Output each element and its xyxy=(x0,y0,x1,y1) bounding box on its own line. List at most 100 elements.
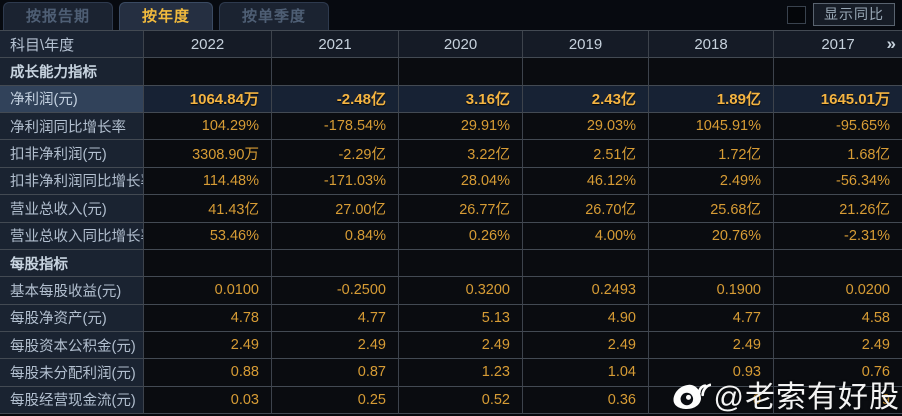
table-cell: 4.90 xyxy=(523,304,649,332)
table-cell: -2.48亿 xyxy=(272,85,399,114)
table-cell xyxy=(144,58,272,86)
year-header-2018: 2018 xyxy=(649,31,774,59)
show-yoy-checkbox[interactable] xyxy=(787,5,806,24)
tab-annual[interactable]: 按年度 xyxy=(119,2,214,30)
year-header-2017: 2017 » xyxy=(774,31,902,59)
row-label: 每股经营现金流(元) xyxy=(0,386,144,414)
row-label: 每股净资产(元) xyxy=(0,304,144,332)
table-cell xyxy=(399,249,523,278)
table-cell: 114.48% xyxy=(144,167,272,196)
tab-single-quarter[interactable]: 按单季度 xyxy=(219,2,330,30)
table-cell: 104.29% xyxy=(144,113,272,141)
table-cell: 28.04% xyxy=(399,167,523,196)
year-header-label: 2017 xyxy=(821,35,855,53)
table-cell: 2.49 xyxy=(272,331,399,360)
row-label: 基本每股收益(元) xyxy=(0,277,144,305)
table-cell: 5.13 xyxy=(399,304,523,332)
table-cell: 2.51亿 xyxy=(523,140,649,168)
show-yoy-label[interactable]: 显示同比 xyxy=(813,3,895,26)
section-row-label: 每股指标 xyxy=(0,249,144,278)
table-cell: 3308.90万 xyxy=(144,140,272,168)
table-cell: 26.77亿 xyxy=(399,195,523,223)
table-cell: 0.0100 xyxy=(144,277,272,305)
row-label: 营业总收入(元) xyxy=(0,195,144,223)
table-cell: -0.2500 xyxy=(272,277,399,305)
table-cell: 4.77 xyxy=(649,304,774,332)
table-cell xyxy=(774,58,902,86)
table-cell: 0.93 xyxy=(649,359,774,387)
row-label: 净利润同比增长率 xyxy=(0,113,144,141)
table-cell: 1645.01万 xyxy=(774,85,902,114)
year-header-2020: 2020 xyxy=(399,31,523,59)
table-cell: -2.31% xyxy=(774,222,902,250)
table-cell: 1.04 xyxy=(523,359,649,387)
row-label: 净利润(元) xyxy=(0,85,144,114)
table-cell: 2.49 xyxy=(649,331,774,360)
table-cell: 4.78 xyxy=(144,304,272,332)
year-header-2019: 2019 xyxy=(523,31,649,59)
table-cell xyxy=(399,58,523,86)
year-header-label: 2021 xyxy=(318,35,352,53)
table-cell: 0.0200 xyxy=(774,277,902,305)
table-cell: 1.89亿 xyxy=(649,85,774,114)
table-cell xyxy=(523,249,649,278)
table-cell: 1045.91% xyxy=(649,113,774,141)
table-cell: 4.77 xyxy=(272,304,399,332)
table-cell: 2.43亿 xyxy=(523,85,649,114)
table-cell: 0 xyxy=(649,386,774,414)
table-cell: 0.25 xyxy=(272,386,399,414)
table-cell: 1.72亿 xyxy=(649,140,774,168)
table-cell xyxy=(649,58,774,86)
tab-report-period[interactable]: 按报告期 xyxy=(3,2,114,30)
table-cell: 29.03% xyxy=(523,113,649,141)
table-cell: 0.1900 xyxy=(649,277,774,305)
year-header-2022: 2022 xyxy=(144,31,272,59)
year-header-label: 2019 xyxy=(568,35,603,53)
table-cell: 0.88 xyxy=(144,359,272,387)
year-header-2021: 2021 xyxy=(272,31,399,59)
row-label: 扣非净利润(元) xyxy=(0,140,144,168)
table-cell: 0.2493 xyxy=(523,277,649,305)
year-header-label: 2020 xyxy=(443,35,478,53)
table-cell: 0.3200 xyxy=(399,277,523,305)
table-cell: 21.26亿 xyxy=(774,195,902,223)
show-yoy-control: 显示同比 xyxy=(787,3,895,26)
table-cell: 2.49 xyxy=(523,331,649,360)
table-cell: 2.49% xyxy=(649,167,774,196)
table-cell: 9 xyxy=(774,386,902,414)
table-cell: 20.76% xyxy=(649,222,774,250)
more-years-icon[interactable]: » xyxy=(886,34,896,54)
table-cell xyxy=(523,58,649,86)
table-cell: 53.46% xyxy=(144,222,272,250)
table-cell xyxy=(272,249,399,278)
table-cell: -95.65% xyxy=(774,113,902,141)
table-cell xyxy=(774,249,902,278)
table-cell: 0.03 xyxy=(144,386,272,414)
row-label: 扣非净利润同比增长率 xyxy=(0,167,144,196)
year-header-label: 2022 xyxy=(190,35,225,53)
table-cell: 0.76 xyxy=(774,359,902,387)
table-cell xyxy=(144,249,272,278)
table-cell: 41.43亿 xyxy=(144,195,272,223)
table-cell: 1.68亿 xyxy=(774,140,902,168)
table-cell: 0.87 xyxy=(272,359,399,387)
table-cell: 26.70亿 xyxy=(523,195,649,223)
table-cell: 3.22亿 xyxy=(399,140,523,168)
financial-table: 科目\年度 2022 2021 2020 2019 2018 2017 » 成长能力指标 净利润(… xyxy=(0,30,902,414)
table-cell: 25.68亿 xyxy=(649,195,774,223)
table-cell: 0.84% xyxy=(272,222,399,250)
table-cell: 27.00亿 xyxy=(272,195,399,223)
row-label: 每股未分配利润(元) xyxy=(0,359,144,387)
table-cell xyxy=(649,249,774,278)
table-corner-header: 科目\年度 xyxy=(0,31,144,59)
table-cell: 2.49 xyxy=(774,331,902,360)
table-cell: 0.52 xyxy=(399,386,523,414)
table-cell: 1.23 xyxy=(399,359,523,387)
table-cell: 4.58 xyxy=(774,304,902,332)
table-cell: -2.29亿 xyxy=(272,140,399,168)
table-cell: 1064.84万 xyxy=(144,85,272,114)
table-cell: -56.34% xyxy=(774,167,902,196)
table-cell xyxy=(272,58,399,86)
table-cell: 0.36 xyxy=(523,386,649,414)
table-cell: 3.16亿 xyxy=(399,85,523,114)
